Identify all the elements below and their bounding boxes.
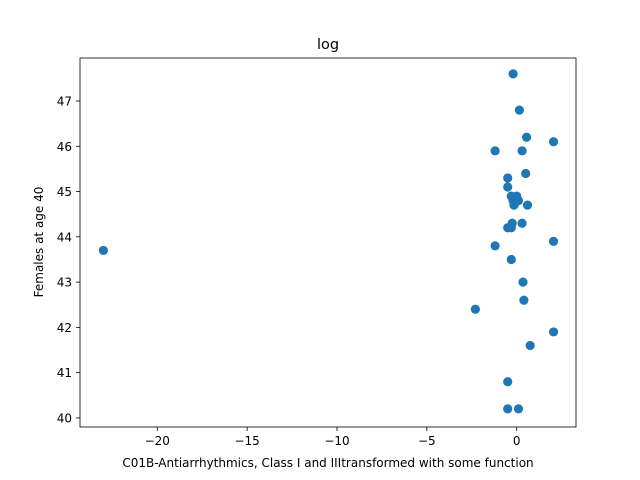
y-tick-label: 40: [57, 411, 72, 425]
y-tick-label: 43: [57, 276, 72, 290]
data-point-0: [98, 245, 108, 256]
x-tick-label: −20: [145, 434, 170, 448]
data-point-3: [521, 132, 532, 142]
y-tick-label: 42: [57, 321, 72, 335]
data-point-29: [503, 377, 513, 387]
y-tick-label: 47: [57, 95, 72, 109]
data-point-18: [517, 218, 527, 228]
data-point-23: [506, 254, 516, 265]
data-point-30: [503, 404, 513, 414]
y-tick-label: 46: [57, 140, 72, 154]
y-tick-label: 44: [57, 230, 72, 244]
data-point-22: [490, 241, 500, 251]
data-point-7: [521, 168, 531, 179]
data-point-27: [548, 327, 559, 337]
y-tick-label: 45: [57, 185, 72, 199]
y-axis-label: Females at age 40: [32, 187, 46, 298]
data-point-26: [470, 304, 480, 314]
y-tick-label: 41: [57, 366, 72, 380]
x-axis-ticks: −20 −15 −10 −5 0: [145, 427, 521, 448]
x-axis-label: C01B-Antiarrhythmics, Class I and IIItra…: [122, 456, 533, 470]
data-point-21: [548, 236, 559, 246]
data-point-2: [514, 105, 524, 115]
data-point-9: [503, 182, 513, 192]
data-point-16: [509, 200, 519, 210]
data-point-15: [522, 200, 533, 210]
chart-title: log: [317, 37, 339, 53]
x-tick-label: 0: [513, 434, 521, 448]
data-point-1: [508, 69, 518, 79]
data-point-20: [506, 223, 516, 233]
data-point-8: [503, 173, 513, 183]
points-layer: [98, 69, 559, 414]
plot-frame: [79, 57, 577, 428]
x-tick-label: −5: [418, 434, 436, 448]
data-point-31: [513, 404, 524, 414]
x-tick-label: −15: [234, 434, 259, 448]
data-point-28: [525, 340, 535, 351]
data-point-4: [548, 137, 559, 147]
data-point-24: [518, 277, 528, 287]
data-point-5: [490, 146, 500, 156]
data-point-25: [519, 295, 529, 305]
data-point-6: [517, 146, 527, 156]
y-axis-ticks: 40 41 42 43 44 45 46 47: [57, 95, 80, 425]
x-tick-label: −10: [324, 434, 349, 448]
